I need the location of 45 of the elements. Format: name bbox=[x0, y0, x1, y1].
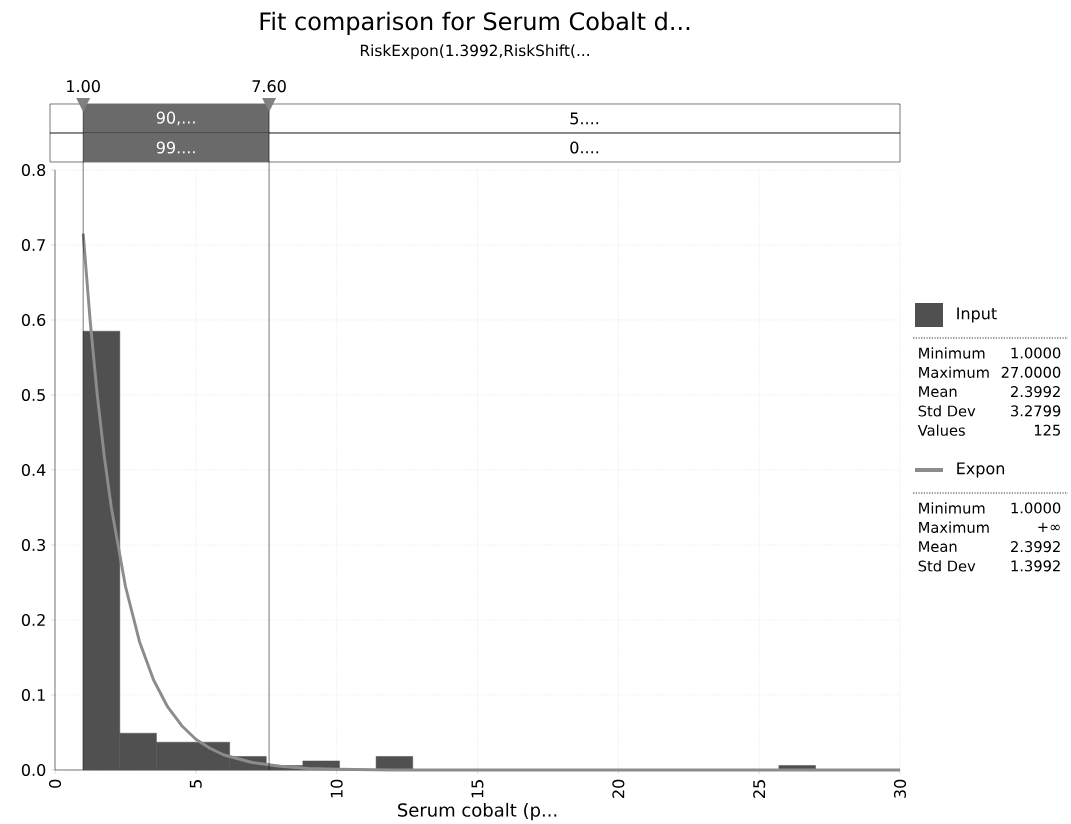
x-tick-label: 10 bbox=[330, 779, 343, 798]
x-tick-label: 15 bbox=[471, 780, 484, 798]
ref-line-label: 1.00 bbox=[67, 80, 100, 93]
text: 99.... bbox=[156, 141, 195, 154]
text: 5.... bbox=[570, 112, 599, 125]
text: Mean bbox=[919, 386, 957, 398]
text: 1.3992 bbox=[1011, 560, 1060, 572]
x-tick-label: 30 bbox=[893, 779, 907, 798]
legend-label: Input bbox=[957, 307, 997, 323]
legend-label: Expon bbox=[957, 462, 1005, 478]
y-tick-label: 0.7 bbox=[21, 238, 45, 252]
y-tick-label: 0.1 bbox=[21, 688, 45, 702]
y-tick-label: 0.3 bbox=[21, 538, 45, 552]
x-tick-label: 5 bbox=[189, 780, 202, 788]
text: 90,... bbox=[156, 111, 195, 126]
x-axis-title: Serum cobalt (p... bbox=[398, 802, 557, 821]
text: Minimum bbox=[919, 502, 985, 514]
text: 3.2799 bbox=[1011, 405, 1061, 417]
text: Minimum bbox=[919, 347, 985, 359]
y-tick-label: 0.4 bbox=[21, 463, 46, 477]
text: Maximum bbox=[919, 366, 989, 378]
x-tick-label: 20 bbox=[612, 779, 625, 798]
text: 1.0000 bbox=[1011, 502, 1061, 514]
y-tick-label: 0.6 bbox=[21, 313, 46, 327]
y-tick-label: 0.8 bbox=[21, 163, 46, 177]
text: 1.0000 bbox=[1011, 347, 1061, 359]
text: Mean bbox=[919, 541, 957, 553]
x-tick-label: 0 bbox=[48, 779, 62, 788]
text: 27.0000 bbox=[1001, 366, 1061, 378]
chart-subtitle: RiskExpon(1.3992,RiskShift(... bbox=[360, 44, 589, 60]
text: Maximum bbox=[919, 521, 989, 533]
text: Values bbox=[917, 424, 965, 436]
text: 2.3992 bbox=[1011, 541, 1060, 553]
text: 2.3992 bbox=[1011, 386, 1060, 398]
text: +∞ bbox=[1038, 522, 1060, 532]
chart-title: Fit comparison for Serum Cobalt d... bbox=[260, 11, 690, 35]
x-tick-label: 25 bbox=[753, 780, 766, 798]
text: Std Dev bbox=[918, 560, 976, 572]
y-tick-label: 0.0 bbox=[21, 763, 46, 777]
y-tick-label: 0.2 bbox=[21, 613, 45, 627]
ref-line-label: 7.60 bbox=[252, 80, 286, 93]
text: Std Dev bbox=[918, 405, 976, 417]
y-tick-label: 0.5 bbox=[21, 388, 45, 402]
text: 125 bbox=[1034, 424, 1061, 436]
text: 0.... bbox=[570, 141, 599, 154]
